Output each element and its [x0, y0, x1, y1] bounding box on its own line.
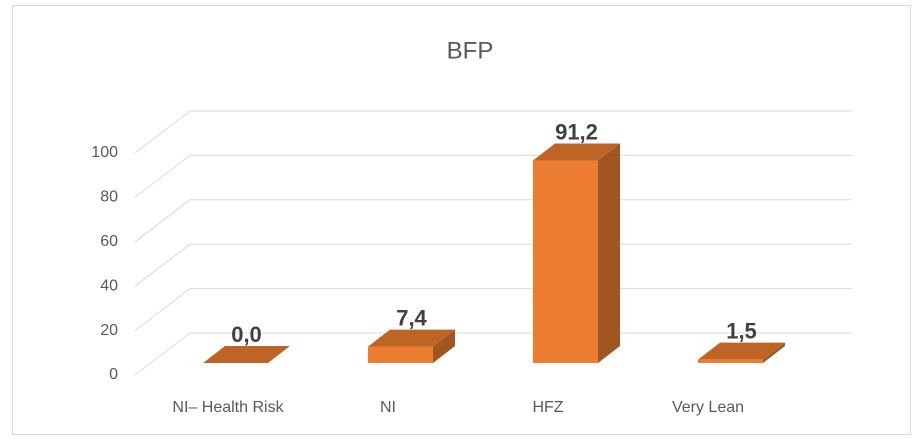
grid-line: [134, 110, 852, 154]
bar-top: [368, 329, 455, 347]
bar-side: [433, 329, 455, 363]
grid-line: [134, 243, 852, 287]
bar: [368, 346, 433, 363]
bar: [698, 359, 763, 363]
grid-line: [134, 199, 852, 243]
grid-line: [134, 154, 852, 198]
data-label: 1,5: [726, 318, 757, 343]
y-tick-label: 20: [100, 322, 118, 339]
bar-top: [698, 342, 785, 360]
data-label: 7,4: [396, 305, 427, 330]
grid-line: [134, 332, 852, 376]
y-tick-label: 60: [100, 233, 118, 250]
y-tick-label: 100: [91, 144, 118, 161]
bar-side: [763, 342, 785, 363]
x-tick-label: NI: [380, 399, 396, 416]
y-tick-label: 80: [100, 189, 118, 206]
y-tick-label: 0: [109, 366, 118, 383]
bar: [533, 160, 598, 363]
chart-frame: [12, 5, 911, 435]
x-tick-label: NI– Health Risk: [172, 399, 284, 416]
grid-line: [134, 288, 852, 331]
bar-top: [533, 143, 620, 161]
bar-side: [598, 143, 620, 363]
x-tick-label: HFZ: [532, 399, 563, 416]
y-tick-label: 40: [100, 277, 118, 294]
x-tick-label: Very Lean: [672, 399, 744, 416]
data-label: 91,2: [555, 119, 598, 144]
chart-title: BFP: [447, 37, 494, 64]
bar-top: [203, 346, 290, 363]
data-label: 0,0: [231, 322, 262, 347]
